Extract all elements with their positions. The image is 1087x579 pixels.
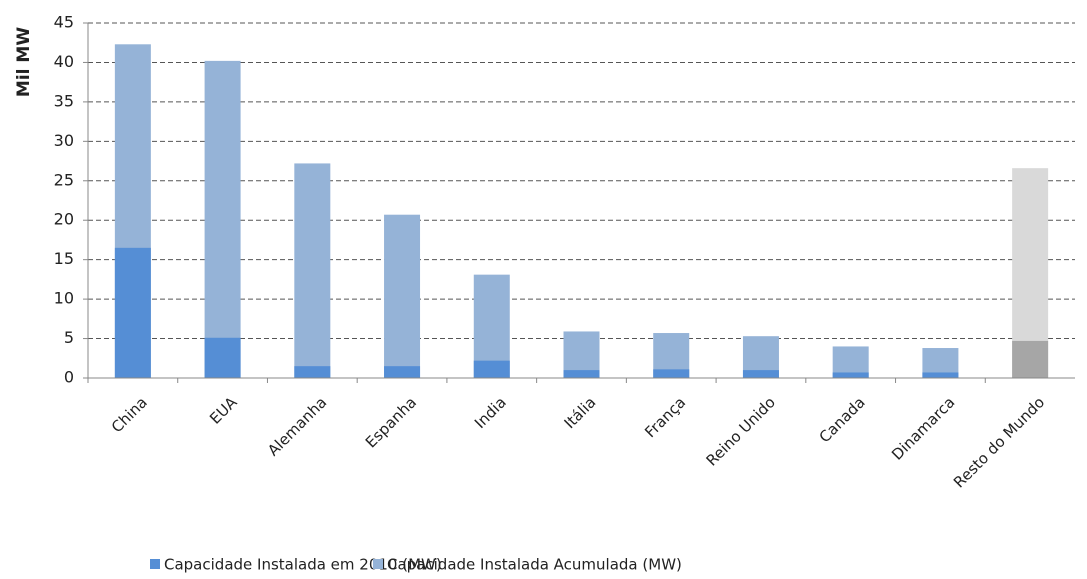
- x-tick-label: Resto do Mundo: [950, 393, 1048, 491]
- legend-label: Capacidade Instalada Acumulada (MW): [387, 556, 682, 574]
- bar: [473, 360, 510, 378]
- y-tick-label: 35: [54, 91, 74, 110]
- x-tick-label: India: [471, 393, 510, 432]
- x-tick-label: EUA: [206, 393, 241, 428]
- x-tick-label: Alemanha: [264, 393, 330, 459]
- x-tick-label: Dinamarca: [888, 393, 958, 463]
- legend-swatch: [150, 559, 160, 569]
- bar: [832, 372, 869, 378]
- y-axis-title: Mil MW: [14, 27, 34, 97]
- x-tick-label: Reino Unido: [703, 393, 779, 469]
- bar: [1012, 340, 1049, 378]
- bar: [204, 337, 241, 378]
- bar: [204, 60, 241, 378]
- y-tick-label: 25: [54, 170, 74, 189]
- bar: [742, 370, 779, 378]
- bar: [653, 369, 690, 378]
- x-tick-label: Canada: [816, 393, 869, 446]
- y-tick-label: 40: [54, 52, 74, 71]
- x-tick-label: Itália: [561, 393, 600, 432]
- x-tick-label: França: [641, 393, 689, 441]
- bar: [294, 366, 331, 378]
- y-tick-label: 20: [54, 210, 74, 229]
- legend-label: Capacidade Instalada em 2010 (MW): [164, 556, 442, 574]
- bar: [384, 366, 421, 378]
- y-tick-label: 15: [54, 249, 74, 268]
- bar: [384, 214, 421, 378]
- y-tick-label: 10: [54, 289, 74, 308]
- bar: [294, 163, 331, 378]
- x-tick-label: China: [108, 393, 151, 436]
- x-tick-label: Espanha: [362, 393, 420, 451]
- bar: [922, 372, 959, 378]
- bar: [114, 247, 151, 378]
- y-tick-label: 0: [64, 368, 74, 387]
- bar: [563, 370, 600, 378]
- legend-swatch: [373, 559, 383, 569]
- y-tick-label: 45: [54, 13, 74, 32]
- y-tick-label: 30: [54, 131, 74, 150]
- y-tick-label: 5: [64, 328, 74, 347]
